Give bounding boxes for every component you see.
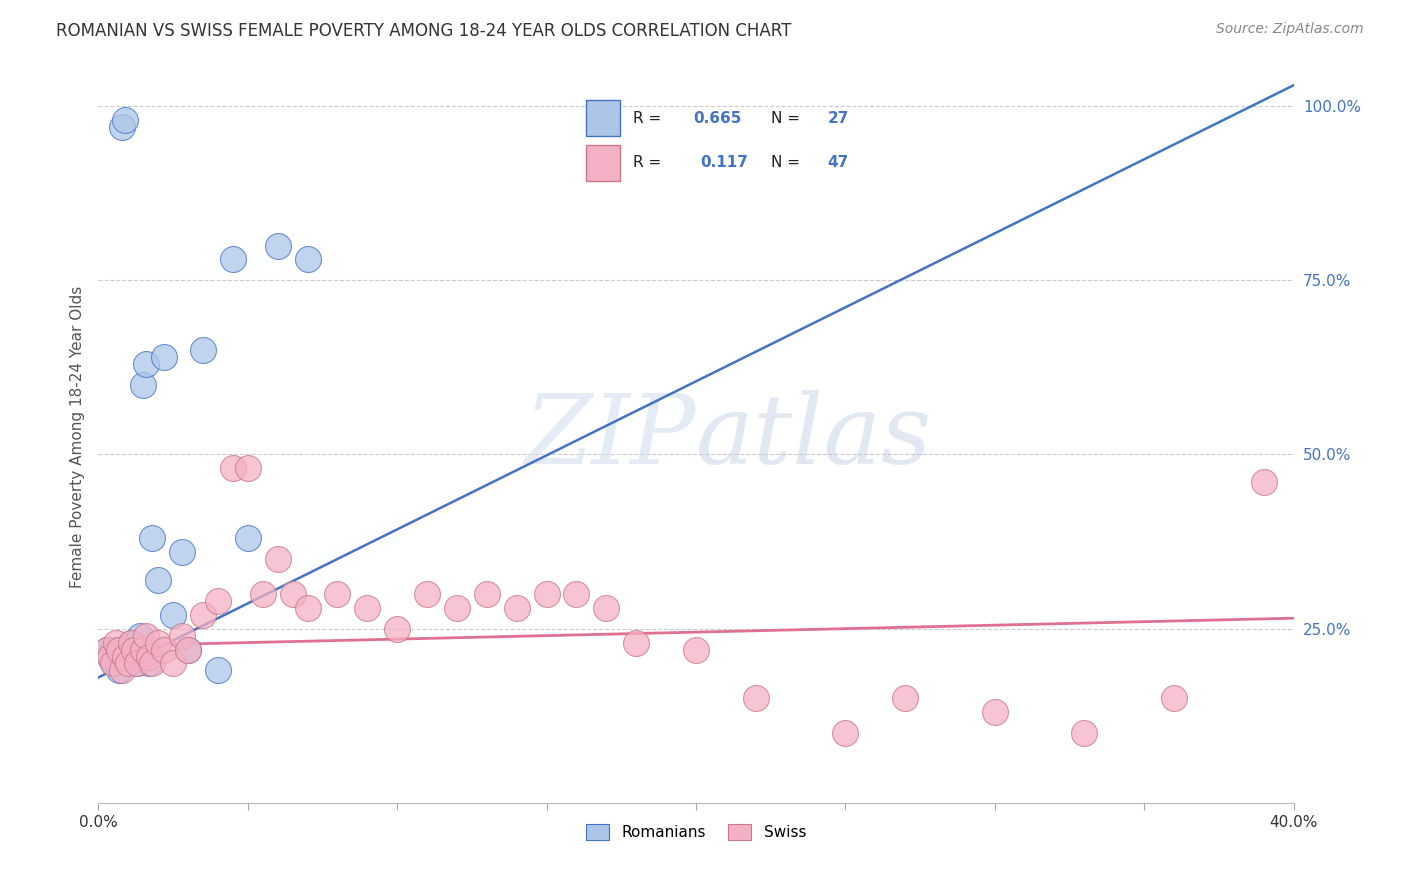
Point bbox=[103, 657, 125, 671]
Point bbox=[138, 649, 160, 664]
Point bbox=[281, 587, 304, 601]
Point bbox=[475, 587, 498, 601]
Point bbox=[565, 587, 588, 601]
Point bbox=[114, 649, 136, 664]
Point bbox=[120, 635, 142, 649]
Point bbox=[148, 635, 170, 649]
Point bbox=[120, 635, 142, 649]
Point bbox=[96, 642, 118, 657]
Point bbox=[595, 600, 617, 615]
Point bbox=[135, 629, 157, 643]
Point bbox=[326, 587, 349, 601]
Point bbox=[1163, 691, 1185, 706]
Point bbox=[834, 726, 856, 740]
Point bbox=[108, 664, 131, 678]
Point bbox=[1073, 726, 1095, 740]
Point bbox=[207, 664, 229, 678]
Point bbox=[114, 113, 136, 128]
Point bbox=[172, 629, 194, 643]
Point bbox=[685, 642, 707, 657]
Text: ZIP: ZIP bbox=[524, 390, 696, 484]
Point bbox=[191, 343, 214, 357]
Point bbox=[98, 649, 122, 664]
Text: Source: ZipAtlas.com: Source: ZipAtlas.com bbox=[1216, 22, 1364, 37]
Point bbox=[745, 691, 768, 706]
Point bbox=[172, 545, 194, 559]
Point bbox=[162, 657, 184, 671]
Point bbox=[105, 635, 128, 649]
Point bbox=[356, 600, 378, 615]
Y-axis label: Female Poverty Among 18-24 Year Olds: Female Poverty Among 18-24 Year Olds bbox=[69, 286, 84, 588]
Point bbox=[894, 691, 917, 706]
Point bbox=[132, 377, 155, 392]
Point bbox=[236, 531, 259, 545]
Point bbox=[117, 657, 139, 671]
Point bbox=[111, 120, 134, 134]
Point bbox=[124, 642, 146, 657]
Point bbox=[536, 587, 558, 601]
Point bbox=[385, 622, 409, 636]
Point bbox=[222, 461, 245, 475]
Point bbox=[117, 649, 139, 664]
Point bbox=[222, 252, 245, 267]
Point bbox=[984, 705, 1007, 719]
Point bbox=[132, 642, 155, 657]
Point bbox=[506, 600, 529, 615]
Point bbox=[252, 587, 274, 601]
Point bbox=[153, 350, 176, 364]
Point bbox=[446, 600, 468, 615]
Point bbox=[138, 657, 160, 671]
Point bbox=[153, 642, 176, 657]
Point bbox=[127, 657, 149, 671]
Point bbox=[127, 657, 149, 671]
Point bbox=[626, 635, 648, 649]
Point bbox=[98, 649, 122, 664]
Point bbox=[141, 657, 163, 671]
Point bbox=[129, 629, 152, 643]
Point bbox=[108, 642, 131, 657]
Text: ROMANIAN VS SWISS FEMALE POVERTY AMONG 18-24 YEAR OLDS CORRELATION CHART: ROMANIAN VS SWISS FEMALE POVERTY AMONG 1… bbox=[56, 22, 792, 40]
Point bbox=[135, 357, 157, 371]
Point bbox=[207, 594, 229, 608]
Point bbox=[148, 573, 170, 587]
Point bbox=[177, 642, 200, 657]
Point bbox=[162, 607, 184, 622]
Point bbox=[96, 642, 118, 657]
Point bbox=[267, 238, 290, 252]
Point bbox=[236, 461, 259, 475]
Point bbox=[177, 642, 200, 657]
Legend: Romanians, Swiss: Romanians, Swiss bbox=[579, 818, 813, 847]
Point bbox=[141, 531, 163, 545]
Text: atlas: atlas bbox=[696, 390, 932, 484]
Point bbox=[297, 600, 319, 615]
Point bbox=[124, 642, 146, 657]
Point bbox=[267, 552, 290, 566]
Point bbox=[111, 664, 134, 678]
Point bbox=[103, 657, 125, 671]
Point bbox=[416, 587, 439, 601]
Point bbox=[105, 642, 128, 657]
Point bbox=[191, 607, 214, 622]
Point bbox=[1253, 475, 1275, 490]
Point bbox=[297, 252, 319, 267]
